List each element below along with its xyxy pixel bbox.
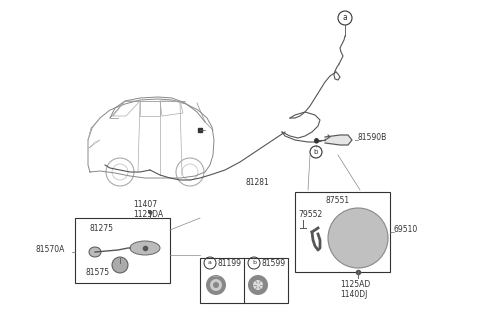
Text: 11407: 11407: [133, 200, 157, 209]
Text: 81590B: 81590B: [358, 133, 387, 142]
Text: 81275: 81275: [90, 224, 114, 233]
Circle shape: [206, 275, 226, 295]
Ellipse shape: [130, 241, 160, 255]
Text: 69510: 69510: [394, 226, 418, 235]
Text: 1140DJ: 1140DJ: [340, 290, 367, 299]
Circle shape: [213, 282, 219, 288]
Text: 79552: 79552: [298, 210, 322, 219]
Circle shape: [112, 257, 128, 273]
Circle shape: [328, 208, 388, 268]
Text: 81599: 81599: [262, 258, 286, 268]
Bar: [200, 258, 288, 303]
Text: 81570A: 81570A: [35, 245, 64, 255]
Bar: [295, 192, 390, 272]
Ellipse shape: [89, 247, 101, 257]
Text: b: b: [314, 149, 318, 155]
Circle shape: [253, 280, 263, 290]
Circle shape: [248, 275, 268, 295]
Bar: [75, 218, 170, 283]
Text: a: a: [208, 260, 212, 265]
Text: 81199: 81199: [218, 258, 242, 268]
Text: 81281: 81281: [245, 178, 269, 187]
Text: 81575: 81575: [85, 268, 109, 277]
Polygon shape: [325, 135, 352, 145]
Text: 1125DA: 1125DA: [133, 210, 163, 219]
Text: b: b: [252, 260, 256, 265]
Text: 87551: 87551: [325, 196, 349, 205]
Text: 1125AD: 1125AD: [340, 280, 370, 289]
Circle shape: [210, 279, 222, 291]
Text: a: a: [343, 13, 348, 23]
